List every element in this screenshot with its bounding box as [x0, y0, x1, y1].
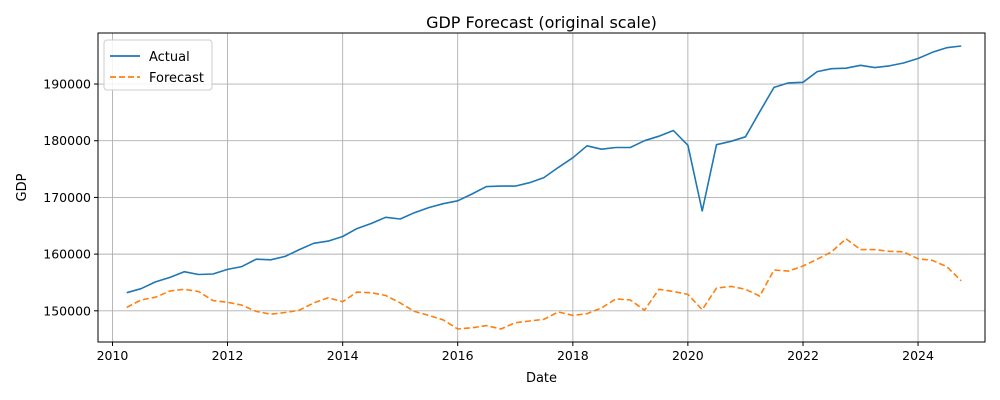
plot-frame — [97, 32, 986, 343]
grid — [98, 33, 985, 342]
x-axis: 2010 2012 2014 2016 2018 2020 2022 2024 — [97, 342, 934, 363]
y-axis: 150000 160000 170000 180000 190000 — [43, 77, 98, 318]
x-axis-label: Date — [526, 371, 557, 386]
y-tick-label: 170000 — [43, 190, 91, 205]
x-tick-label: 2020 — [672, 348, 704, 363]
x-tick-label: 2010 — [97, 348, 129, 363]
x-tick-label: 2024 — [902, 348, 934, 363]
y-tick-label: 190000 — [43, 77, 91, 92]
x-tick-label: 2016 — [442, 348, 474, 363]
x-tick-label: 2022 — [787, 348, 819, 363]
x-tick-label: 2018 — [557, 348, 589, 363]
x-tick-label: 2012 — [212, 348, 244, 363]
chart-title: GDP Forecast (original scale) — [426, 13, 657, 32]
series-layer — [126, 45, 962, 330]
series-line-actual — [126, 45, 962, 294]
y-axis-label: GDP — [15, 173, 30, 201]
legend-label-forecast: Forecast — [149, 71, 204, 86]
series-line-forecast — [126, 238, 962, 330]
y-tick-label: 180000 — [43, 133, 91, 148]
x-tick-label: 2014 — [327, 348, 359, 363]
legend-label-actual: Actual — [149, 50, 190, 65]
y-tick-label: 150000 — [43, 303, 91, 318]
legend: Actual Forecast — [103, 39, 213, 91]
y-tick-label: 160000 — [43, 247, 91, 262]
